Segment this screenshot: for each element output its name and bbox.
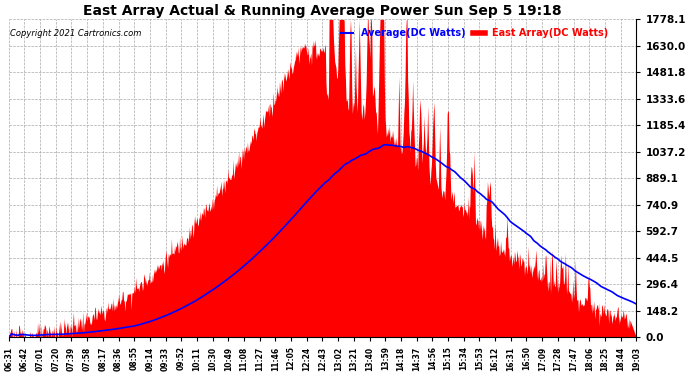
Text: Copyright 2021 Cartronics.com: Copyright 2021 Cartronics.com: [10, 29, 141, 38]
Title: East Array Actual & Running Average Power Sun Sep 5 19:18: East Array Actual & Running Average Powe…: [83, 4, 562, 18]
Legend: Average(DC Watts), East Array(DC Watts): Average(DC Watts), East Array(DC Watts): [337, 24, 613, 42]
